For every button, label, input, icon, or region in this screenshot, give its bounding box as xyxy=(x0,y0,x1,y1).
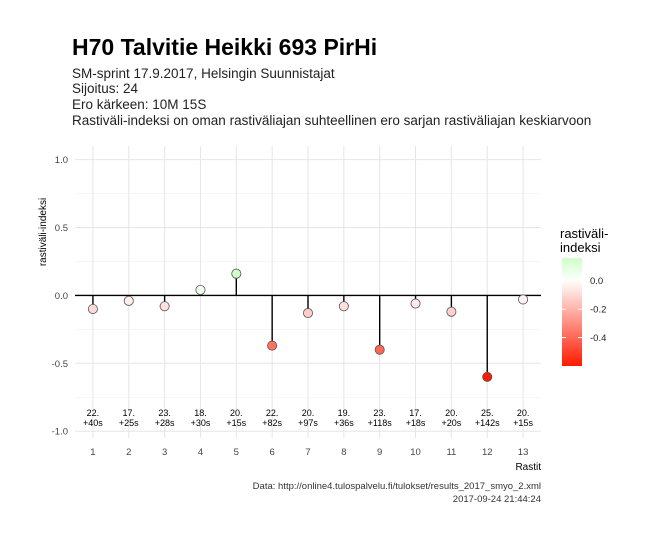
data-source-caption: Data: http://online4.tulospalvelu.fi/tul… xyxy=(252,481,541,492)
data-point-5 xyxy=(231,268,242,279)
y-tick-label: 0.5 xyxy=(55,223,68,234)
x-tick-label: 8 xyxy=(341,447,346,458)
rank-label-12: 25. xyxy=(481,408,494,418)
rank-label-10: 17. xyxy=(409,408,422,418)
rank-label-6: 22. xyxy=(266,408,279,418)
data-point-10 xyxy=(410,298,421,309)
x-tick-label: 6 xyxy=(270,447,275,458)
x-tick-label: 4 xyxy=(198,447,203,458)
split-diff-label-11: +20s xyxy=(441,418,461,428)
chart-title: H70 Talvitie Heikki 693 PirHi xyxy=(72,34,378,60)
rank-label-7: 20. xyxy=(302,408,315,418)
split-diff-label-4: +30s xyxy=(191,418,211,428)
legend-title-line-1: rastiväli- xyxy=(560,226,608,241)
rank-label-3: 23. xyxy=(158,408,171,418)
split-diff-label-12: +142s xyxy=(475,418,500,428)
data-point-1 xyxy=(87,303,98,314)
x-tick-label: 13 xyxy=(518,447,529,458)
x-tick-label: 10 xyxy=(410,447,421,458)
split-diff-label-10: +18s xyxy=(406,418,426,428)
data-point-13 xyxy=(518,294,529,305)
rank-label-13: 20. xyxy=(517,408,530,418)
y-tick-label: 1.0 xyxy=(55,155,68,166)
data-point-12 xyxy=(482,371,493,382)
y-axis-title: rastiväli-indeksi xyxy=(38,198,49,266)
subtitle-line-rank: Sijoitus: 24 xyxy=(72,81,139,96)
x-tick-label: 1 xyxy=(90,447,95,458)
data-point-7 xyxy=(302,308,313,319)
rank-label-1: 22. xyxy=(87,408,100,418)
split-diff-label-1: +40s xyxy=(83,418,103,428)
split-diff-label-9: +118s xyxy=(368,418,393,428)
rank-label-8: 19. xyxy=(338,408,351,418)
data-point-3 xyxy=(159,301,170,312)
x-tick-label: 2 xyxy=(126,447,131,458)
data-point-9 xyxy=(374,344,385,355)
split-diff-label-13: +15s xyxy=(513,418,533,428)
rank-label-4: 18. xyxy=(194,408,207,418)
x-axis-title: Rastit xyxy=(515,462,541,473)
data-point-4 xyxy=(195,284,206,295)
legend-colorbar xyxy=(562,258,582,366)
data-point-2 xyxy=(123,295,134,306)
rank-label-11: 20. xyxy=(445,408,458,418)
x-tick-label: 9 xyxy=(377,447,382,458)
x-tick-label: 11 xyxy=(446,447,456,458)
data-point-6 xyxy=(267,340,278,351)
split-diff-label-2: +25s xyxy=(119,418,139,428)
x-tick-label: 7 xyxy=(305,447,310,458)
split-diff-label-8: +36s xyxy=(334,418,354,428)
rank-label-9: 23. xyxy=(373,408,386,418)
split-diff-label-3: +28s xyxy=(155,418,175,428)
subtitle-line-gap: Ero kärkeen: 10M 15S xyxy=(72,97,207,112)
legend-title-line-2: indeksi xyxy=(560,240,601,255)
rank-label-5: 20. xyxy=(230,408,243,418)
subtitle-line-description: Rastiväli-indeksi on oman rastiväliajan … xyxy=(72,113,592,128)
split-diff-label-5: +15s xyxy=(226,418,246,428)
timestamp-caption: 2017-09-24 21:44:24 xyxy=(452,494,541,505)
split-diff-label-6: +82s xyxy=(262,418,282,428)
y-tick-label: -0.5 xyxy=(52,359,68,370)
x-tick-label: 12 xyxy=(482,447,493,458)
legend-tick-label: 0.0 xyxy=(590,276,603,287)
subtitle-line-event: SM-sprint 17.9.2017, Helsingin Suunnista… xyxy=(72,66,335,81)
data-point-11 xyxy=(446,306,457,317)
legend-tick-label: -0.2 xyxy=(590,305,606,316)
split-diff-label-7: +97s xyxy=(298,418,318,428)
y-tick-label: -1.0 xyxy=(52,427,68,438)
data-point-8 xyxy=(338,301,349,312)
rank-label-2: 17. xyxy=(123,408,136,418)
x-tick-label: 3 xyxy=(162,447,167,458)
legend-tick-label: -0.4 xyxy=(590,333,606,344)
y-tick-label: 0.0 xyxy=(55,291,68,302)
x-tick-label: 5 xyxy=(234,447,239,458)
